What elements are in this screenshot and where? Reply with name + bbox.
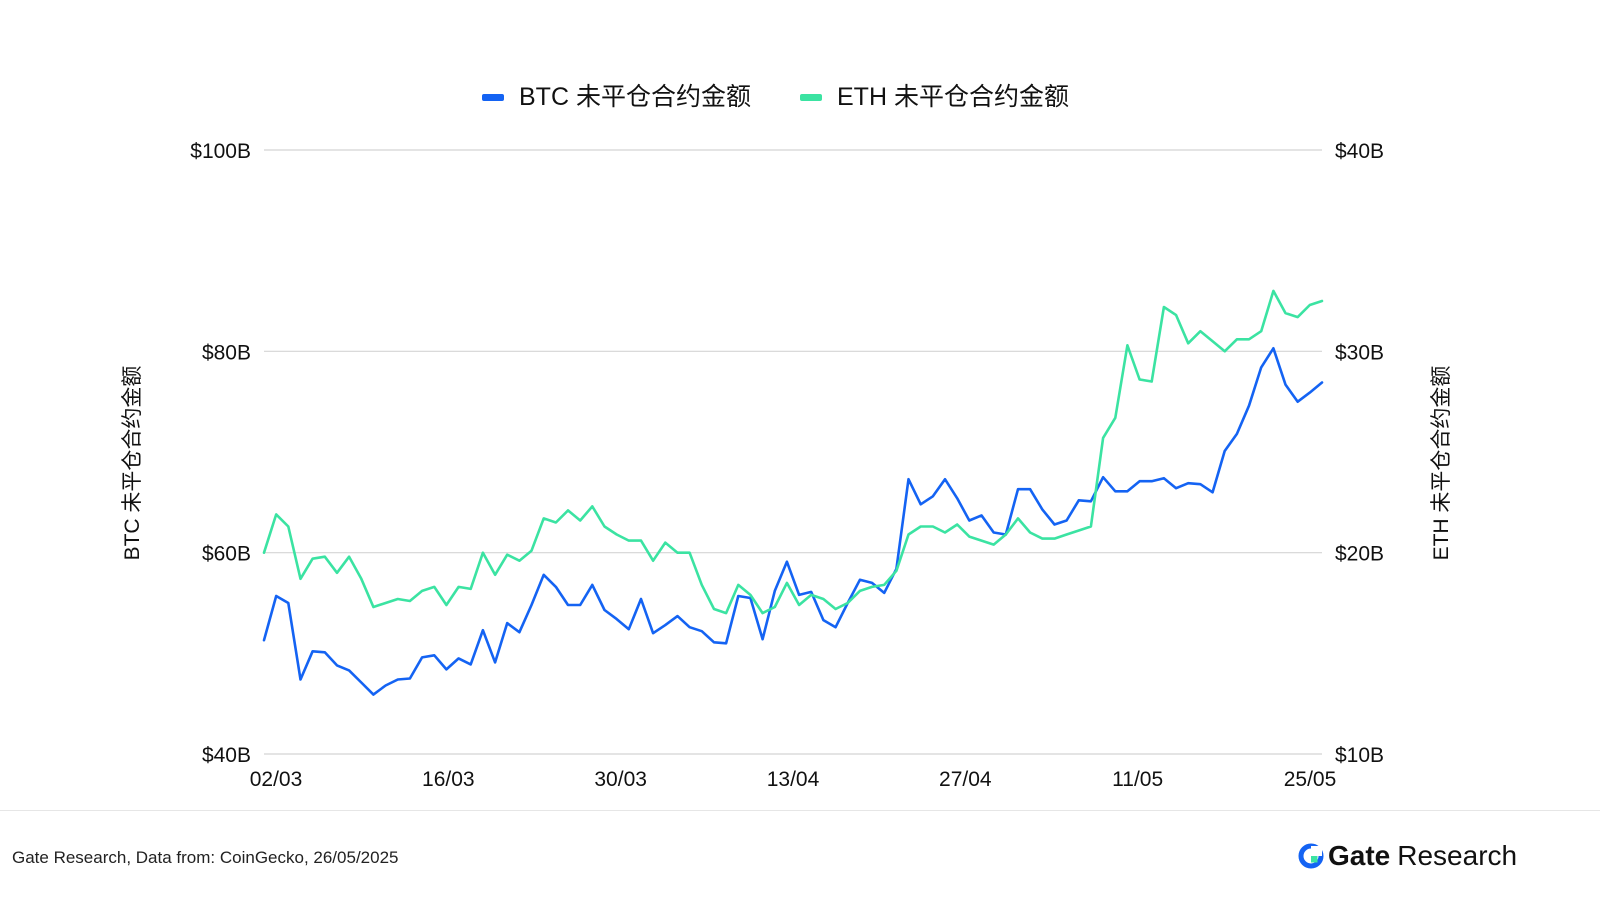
left-tick-label: $100B — [190, 140, 251, 163]
right-y-axis: $10B $20B $30B $40B — [1335, 140, 1384, 767]
footer-divider — [0, 810, 1600, 811]
legend-label: ETH 未平仓合约金额 — [837, 83, 1069, 111]
left-tick-label: $60B — [202, 543, 251, 566]
legend-label: BTC 未平仓合约金额 — [519, 83, 751, 111]
right-axis-label: ETH 未平仓合约金额 — [1430, 366, 1453, 561]
legend-swatch — [800, 94, 822, 101]
left-tick-label: $80B — [202, 341, 251, 364]
btc-series-line — [262, 346, 1324, 696]
gate-logo-icon — [1298, 843, 1324, 869]
x-axis: 02/03 16/03 30/03 13/04 27/04 11/05 25/05 — [250, 768, 1337, 791]
chart: BTC 未平仓合约金额 ETH 未平仓合约金额 $40B $60B $80B $100B… — [121, 83, 1453, 791]
x-tick-label: 30/03 — [594, 768, 647, 791]
brand-suffix: Research — [1397, 840, 1518, 871]
right-tick-label: $40B — [1335, 140, 1384, 163]
x-tick-label: 13/04 — [767, 768, 820, 791]
brand-name: Gate — [1328, 840, 1391, 871]
eth-series-line — [262, 289, 1324, 615]
source-note: Gate Research, Data from: CoinGecko, 26/… — [12, 848, 399, 867]
x-tick-label: 11/05 — [1112, 768, 1163, 791]
left-axis-label: BTC 未平仓合约金额 — [121, 366, 144, 561]
x-tick-label: 02/03 — [250, 768, 303, 791]
left-y-axis: $40B $60B $80B $100B — [190, 140, 251, 767]
series-lines — [262, 289, 1324, 696]
x-tick-label: 16/03 — [422, 768, 475, 791]
left-tick-label: $40B — [202, 744, 251, 767]
brand-logo: Gate Research — [1298, 840, 1517, 872]
right-tick-label: $30B — [1335, 341, 1384, 364]
legend: BTC 未平仓合约金额 ETH 未平仓合约金额 — [482, 83, 1069, 111]
x-tick-label: 27/04 — [939, 768, 992, 791]
legend-swatch — [482, 94, 504, 101]
right-tick-label: $20B — [1335, 543, 1384, 566]
right-tick-label: $10B — [1335, 744, 1384, 767]
x-tick-label: 25/05 — [1284, 768, 1337, 791]
grid — [264, 149, 1322, 755]
